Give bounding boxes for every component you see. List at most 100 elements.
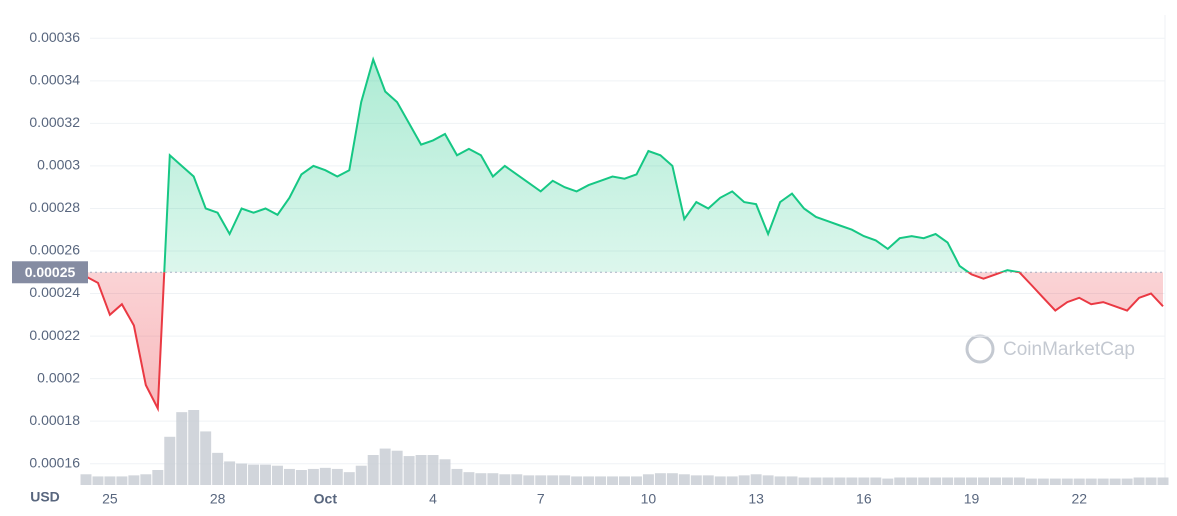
y-tick-label: 0.00026	[29, 242, 80, 258]
baseline-label: 0.00025	[25, 264, 76, 280]
y-tick-label: 0.00018	[29, 412, 80, 428]
watermark: CoinMarketCap	[965, 334, 1135, 364]
volume-bar	[595, 476, 607, 485]
volume-bar	[954, 477, 966, 485]
x-tick-label: 28	[210, 491, 226, 507]
volume-bar	[535, 475, 547, 485]
x-tick-label: 22	[1071, 491, 1087, 507]
volume-bar	[1049, 478, 1061, 485]
volume-bar	[271, 465, 283, 485]
baseline-label-bg	[12, 261, 88, 284]
volume-bar	[355, 465, 367, 485]
volume-bar	[451, 468, 463, 485]
volume-bar	[642, 474, 654, 485]
volume-bar	[1061, 478, 1073, 485]
volume-bar	[140, 474, 152, 485]
volume-bar	[128, 475, 140, 485]
volume-bar	[439, 459, 451, 485]
volume-bar	[260, 464, 271, 485]
volume-bar	[762, 475, 774, 485]
volume-bar	[822, 477, 834, 485]
volume-bar	[212, 452, 224, 485]
price-line-up	[163, 56, 1021, 273]
x-tick-label: 25	[102, 491, 118, 507]
volume-bar	[798, 477, 810, 485]
volume-bar	[834, 477, 846, 485]
y-tick-label: 0.00022	[29, 327, 80, 343]
volume-bar	[607, 476, 619, 485]
volume-bar	[619, 476, 630, 485]
volume-bar	[666, 473, 678, 485]
volume-bar	[690, 475, 702, 485]
volume-bar	[236, 463, 248, 485]
volume-bar	[906, 477, 918, 485]
volume-bar	[750, 474, 762, 485]
volume-bar	[978, 477, 989, 485]
volume-bar	[188, 410, 200, 485]
volume-bar	[403, 456, 415, 485]
volume-bar	[846, 477, 858, 485]
volume-bar	[1133, 477, 1145, 485]
volume-bar	[1121, 478, 1133, 485]
volume-bar	[80, 474, 92, 485]
volume-bar	[224, 461, 236, 485]
area-up	[164, 59, 1020, 273]
y-tick-label: 0.00016	[29, 454, 80, 470]
volume-bar	[989, 477, 1001, 485]
y-tick-label: 0.00032	[29, 114, 80, 130]
area-down	[86, 272, 1163, 409]
volume-bar	[331, 468, 343, 485]
volume-bar	[164, 436, 176, 485]
volume-bar	[966, 477, 978, 485]
volume-bar	[523, 475, 535, 485]
volume-bar	[858, 477, 870, 485]
volume-bar	[559, 475, 571, 485]
currency-label: USD	[30, 489, 60, 505]
volume-bar	[738, 475, 750, 485]
volume-bar	[152, 470, 164, 485]
x-tick-label: Oct	[314, 491, 338, 507]
volume-bar	[511, 474, 523, 485]
volume-bar	[1001, 477, 1013, 485]
volume-bar	[1025, 478, 1037, 485]
volume-bar	[630, 476, 642, 485]
volume-bar	[774, 476, 786, 485]
volume-bar	[295, 470, 307, 485]
volume-bar	[463, 472, 475, 485]
volume-bar	[200, 431, 212, 485]
volume-bar	[583, 476, 595, 485]
volume-bar	[283, 468, 295, 485]
x-tick-label: 19	[964, 491, 980, 507]
volume-bar	[714, 476, 726, 485]
volume-bar	[870, 477, 882, 485]
y-tick-label: 0.00036	[29, 29, 80, 45]
watermark-text: CoinMarketCap	[1003, 339, 1135, 360]
volume-bar	[307, 468, 319, 485]
volume-bar	[930, 477, 942, 485]
volume-bar	[427, 455, 439, 485]
volume-bar	[176, 412, 188, 485]
volume-bar	[116, 476, 128, 485]
volume-bar	[1145, 477, 1157, 485]
volume-bar	[367, 455, 379, 485]
volume-bar	[379, 448, 391, 485]
y-tick-label: 0.0002	[37, 369, 80, 385]
volume-bar	[415, 455, 427, 485]
volume-bar	[391, 450, 403, 485]
volume-bar	[319, 467, 331, 485]
volume-bar	[248, 464, 260, 485]
volume-bar	[1013, 477, 1025, 485]
x-tick-label: 10	[641, 491, 657, 507]
volume-bar	[1085, 478, 1097, 485]
volume-bar	[571, 476, 583, 485]
volume-bar	[1109, 478, 1121, 485]
volume-bar	[1097, 478, 1109, 485]
y-tick-label: 0.00034	[29, 72, 80, 88]
volume-bar	[547, 475, 559, 485]
volume-bar	[343, 472, 355, 485]
x-tick-label: 13	[748, 491, 764, 507]
volume-bar	[487, 473, 499, 485]
volume-bar	[678, 474, 690, 485]
volume-bar	[726, 476, 738, 485]
